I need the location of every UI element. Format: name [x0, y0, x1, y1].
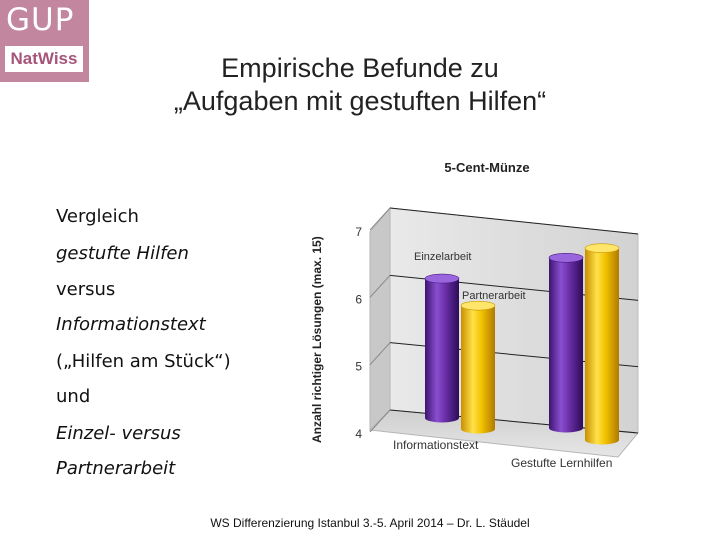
logo-natwiss-box: NatWiss — [5, 46, 83, 72]
list-item-und: und — [56, 386, 91, 407]
list-item-hilfen-am-stueck: („Hilfen am Stück“) — [56, 351, 231, 372]
gridline-7 — [389, 207, 639, 235]
x-tick-gestufte-lernhilfen: Gestufte Lernhilfen — [511, 456, 612, 470]
bar-chart-5-cent: 5-Cent-Münze Anzahl richtiger Lösungen (… — [310, 160, 639, 470]
gridline-side-6 — [369, 274, 391, 298]
slide-footer: WS Differenzierung Istanbul 3.-5. April … — [210, 516, 530, 530]
list-item-einzel-versus: Einzel- versus — [56, 423, 181, 444]
y-tick-labels: 7 6 5 4 — [355, 225, 362, 441]
logo-gup-text: GUP — [6, 2, 75, 38]
legend-partnerarbeit: Partnerarbeit — [462, 290, 526, 302]
list-item-versus: versus — [56, 279, 116, 300]
y-tick-5: 5 — [355, 360, 362, 374]
chart-side-wall — [369, 206, 391, 432]
gridline-side-5 — [369, 342, 391, 366]
list-item-informationstext: Informationstext — [56, 314, 206, 335]
y-tick-6: 6 — [355, 292, 362, 306]
bar-gestufte-lernhilfen-partnerarbeit — [584, 243, 620, 445]
gup-natwiss-logo: GUP NatWiss — [0, 0, 89, 82]
slide-title-line1: Empirische Befunde zu — [221, 53, 499, 83]
bar-informationstext-partnerarbeit — [460, 300, 496, 434]
x-tick-informationstext: Informationstext — [393, 438, 479, 452]
slide-title: Empirische Befunde zu „Aufgaben mit gest… — [100, 52, 620, 118]
list-item-vergleich: Vergleich — [56, 206, 139, 227]
y-tick-4: 4 — [355, 427, 362, 441]
chart-title: 5-Cent-Münze — [444, 160, 529, 175]
gridline-side-4 — [369, 409, 391, 433]
list-item-gestufte-hilfen: gestufte Hilfen — [56, 243, 189, 264]
bar-gestufte-lernhilfen-einzelarbeit — [548, 252, 584, 433]
legend-einzelarbeit: Einzelarbeit — [414, 251, 471, 263]
list-item-partnerarbeit: Partnerarbeit — [56, 458, 176, 479]
y-axis-label: Anzahl richtiger Lösungen (max. 15) — [310, 236, 324, 443]
y-tick-7: 7 — [355, 225, 362, 239]
bar-informationstext-einzelarbeit — [424, 273, 460, 423]
gridline-side-7 — [369, 207, 391, 231]
logo-natwiss-text: NatWiss — [10, 49, 78, 68]
bars — [424, 243, 620, 445]
slide-title-line2: „Aufgaben mit gestuften Hilfen“ — [173, 86, 547, 116]
